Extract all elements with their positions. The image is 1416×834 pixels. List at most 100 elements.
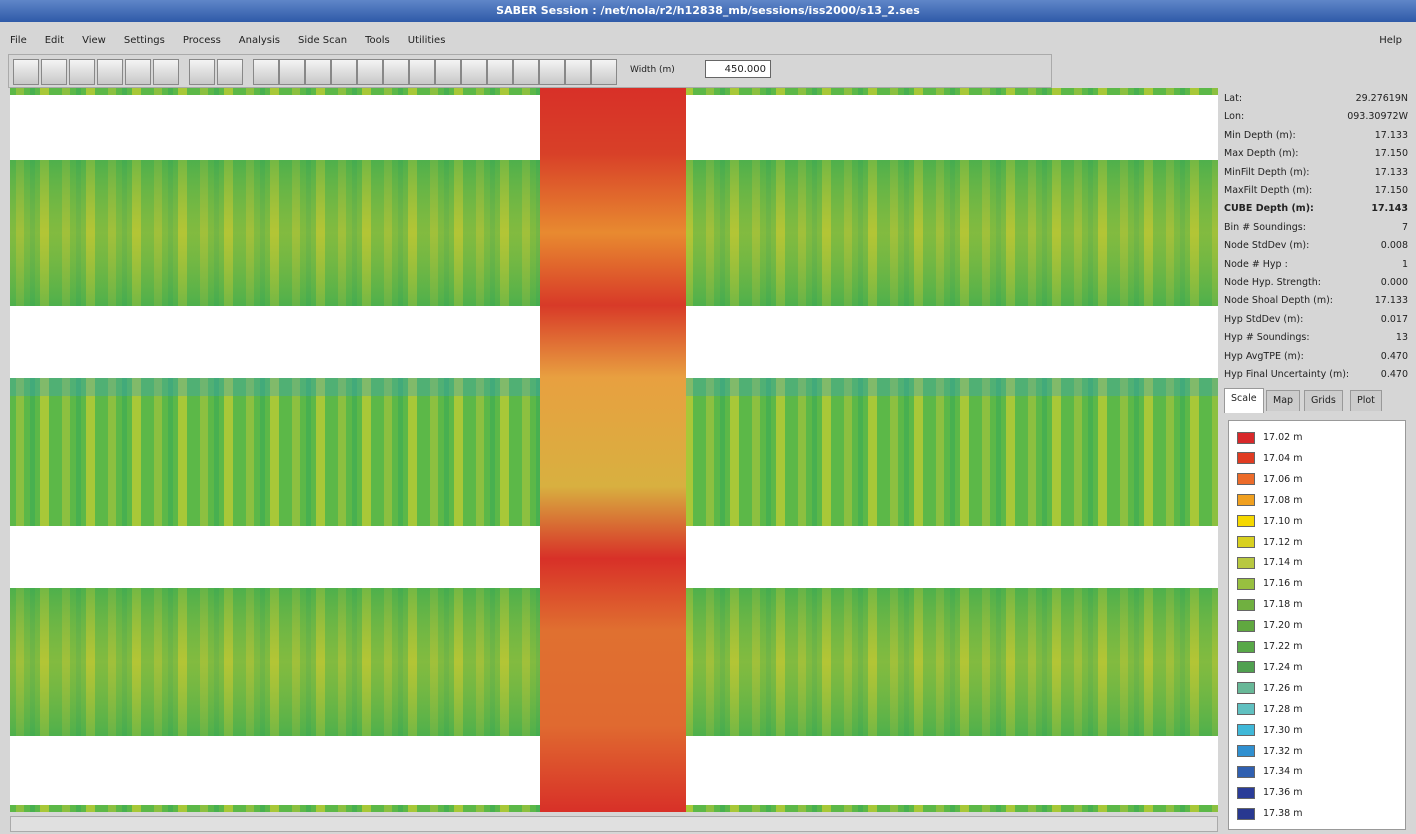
toolbar-button[interactable] <box>461 59 487 85</box>
menu-item[interactable]: Analysis <box>239 35 280 46</box>
legend-label: 17.08 m <box>1263 495 1302 506</box>
menu-item[interactable]: Utilities <box>408 35 446 46</box>
info-label: Min Depth (m): <box>1224 130 1296 141</box>
menu-item[interactable]: Side Scan <box>298 35 347 46</box>
legend-label: 17.24 m <box>1263 662 1302 673</box>
toolbar-button[interactable] <box>487 59 513 85</box>
legend-swatch <box>1237 578 1255 590</box>
legend-label: 17.04 m <box>1263 453 1302 464</box>
info-row: Node StdDev (m):0.008 <box>1224 237 1408 255</box>
info-label: Node StdDev (m): <box>1224 240 1309 251</box>
menu-item[interactable]: File <box>10 35 27 46</box>
info-row: Lon:093.30972W <box>1224 108 1408 126</box>
info-value: 13 <box>1396 329 1408 347</box>
toolbar-button[interactable] <box>435 59 461 85</box>
toolbar <box>8 54 1052 88</box>
info-row: Hyp StdDev (m): 0.017 <box>1224 311 1408 329</box>
legend-label: 17.18 m <box>1263 599 1302 610</box>
legend-item: 17.06 m <box>1237 473 1302 487</box>
info-value: 17.143 <box>1371 200 1408 218</box>
info-value: 0.000 <box>1381 274 1408 292</box>
info-row: Lat:29.27619N <box>1224 90 1408 108</box>
legend-swatch <box>1237 641 1255 653</box>
menu-item[interactable]: Process <box>183 35 221 46</box>
info-label: Node Shoal Depth (m): <box>1224 295 1333 306</box>
toolbar-button[interactable] <box>279 59 305 85</box>
map-view[interactable] <box>10 88 1218 812</box>
legend-item: 17.04 m <box>1237 452 1302 466</box>
legend-swatch <box>1237 745 1255 757</box>
menu-item[interactable]: Settings <box>124 35 165 46</box>
legend-label: 17.36 m <box>1263 787 1302 798</box>
menu-bar: File Edit View Settings Process Analysis Side … <box>0 30 1416 52</box>
legend-label: 17.28 m <box>1263 704 1302 715</box>
legend-label: 17.38 m <box>1263 808 1302 819</box>
legend-item: 17.26 m <box>1237 682 1302 696</box>
legend-label: 17.22 m <box>1263 641 1302 652</box>
toolbar-button[interactable] <box>13 59 39 85</box>
toolbar-button[interactable] <box>539 59 565 85</box>
toolbar-button[interactable] <box>305 59 331 85</box>
legend-item: 17.18 m <box>1237 598 1302 612</box>
toolbar-button[interactable] <box>565 59 591 85</box>
legend-label: 17.06 m <box>1263 474 1302 485</box>
info-row: Hyp # Soundings:13 <box>1224 329 1408 347</box>
legend-swatch <box>1237 703 1255 715</box>
toolbar-button[interactable] <box>69 59 95 85</box>
legend-label: 17.30 m <box>1263 725 1302 736</box>
info-label: Hyp Final Uncertainty (m): <box>1224 369 1349 380</box>
info-value: 093.30972W <box>1347 108 1408 126</box>
tab[interactable]: Plot <box>1350 390 1382 411</box>
toolbar-button[interactable] <box>331 59 357 85</box>
toolbar-button[interactable] <box>591 59 617 85</box>
toolbar-button[interactable] <box>409 59 435 85</box>
info-row: Node # Hyp :1 <box>1224 256 1408 274</box>
menu-item[interactable]: Tools <box>365 35 390 46</box>
menu-item[interactable]: Help <box>1379 30 1402 52</box>
info-row: CUBE Depth (m): 17.143 <box>1224 200 1408 218</box>
legend-item: 17.12 m <box>1237 536 1302 550</box>
info-row: Hyp AvgTPE (m):0.470 <box>1224 348 1408 366</box>
tab[interactable]: Scale <box>1224 388 1264 413</box>
toolbar-button[interactable] <box>41 59 67 85</box>
info-value: 0.017 <box>1381 311 1408 329</box>
info-value: 29.27619N <box>1356 90 1408 108</box>
legend-item: 17.24 m <box>1237 661 1302 675</box>
toolbar-button[interactable] <box>253 59 279 85</box>
legend-item: 17.16 m <box>1237 577 1302 591</box>
legend-item: 17.28 m <box>1237 703 1302 717</box>
toolbar-button[interactable] <box>383 59 409 85</box>
legend-item: 17.20 m <box>1237 619 1302 633</box>
tab[interactable]: Map <box>1266 390 1300 411</box>
info-row: MaxFilt Depth (m):17.150 <box>1224 182 1408 200</box>
horizontal-scrollbar[interactable] <box>10 816 1218 832</box>
info-label: MinFilt Depth (m): <box>1224 167 1309 178</box>
legend-item: 17.30 m <box>1237 724 1302 738</box>
legend-item: 17.36 m <box>1237 786 1302 800</box>
info-label: Hyp StdDev (m): <box>1224 314 1303 325</box>
info-value: 0.470 <box>1381 366 1408 384</box>
legend-item: 17.38 m <box>1237 807 1302 821</box>
tab[interactable]: Grids <box>1304 390 1343 411</box>
legend-swatch <box>1237 494 1255 506</box>
legend-swatch <box>1237 787 1255 799</box>
toolbar-button[interactable] <box>153 59 179 85</box>
legend-item: 17.08 m <box>1237 494 1302 508</box>
info-label: Bin # Soundings: <box>1224 222 1306 233</box>
menu-item[interactable]: Edit <box>45 35 64 46</box>
info-value: 17.133 <box>1375 292 1408 310</box>
info-label: CUBE Depth (m): <box>1224 203 1314 214</box>
toolbar-button[interactable] <box>357 59 383 85</box>
toolbar-button[interactable] <box>189 59 215 85</box>
toolbar-button[interactable] <box>217 59 243 85</box>
toolbar-button[interactable] <box>97 59 123 85</box>
legend-swatch <box>1237 432 1255 444</box>
info-value: 17.133 <box>1375 164 1408 182</box>
info-label: Node Hyp. Strength: <box>1224 277 1321 288</box>
toolbar-button[interactable] <box>513 59 539 85</box>
toolbar-button[interactable] <box>125 59 151 85</box>
menu-item[interactable]: View <box>82 35 106 46</box>
width-input[interactable]: 450.000 <box>705 60 771 78</box>
info-label: Max Depth (m): <box>1224 148 1298 159</box>
info-row: Node Shoal Depth (m): 17.133 <box>1224 292 1408 310</box>
